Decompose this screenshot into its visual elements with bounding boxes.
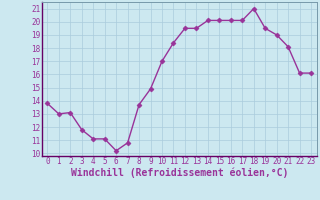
X-axis label: Windchill (Refroidissement éolien,°C): Windchill (Refroidissement éolien,°C) — [70, 168, 288, 178]
